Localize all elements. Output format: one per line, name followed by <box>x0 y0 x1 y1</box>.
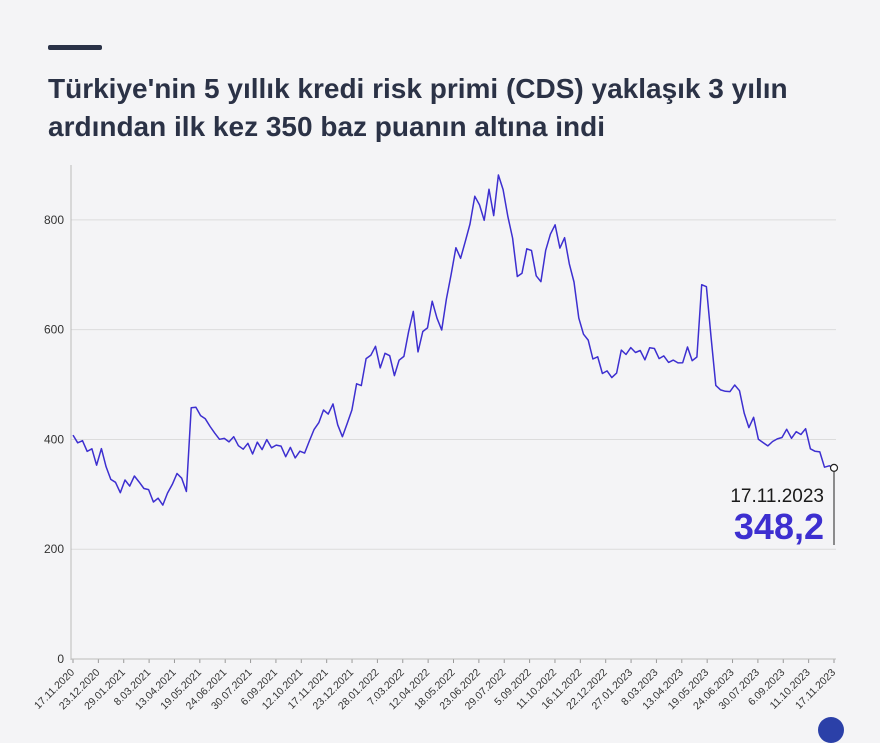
y-tick-label: 200 <box>44 542 64 556</box>
accent-bar <box>48 45 102 50</box>
annotation-date: 17.11.2023 <box>730 486 824 507</box>
annotation-value: 348,2 <box>734 506 824 547</box>
y-tick-label: 0 <box>57 652 64 666</box>
x-axis-ticks: 17.11.202023.12.202029.01.20218.03.20211… <box>32 659 838 712</box>
series-line <box>72 174 835 506</box>
brand-logo <box>818 717 844 743</box>
y-tick-label: 600 <box>44 323 64 337</box>
cds-line-chart: 0 200 400 600 800 17.11.202023.12.202029.01.… <box>32 165 839 712</box>
grid-lines <box>71 219 836 660</box>
title-line-1: Türkiye'nin 5 yıllık kredi risk primi (C… <box>48 73 788 104</box>
y-axis-ticks: 0 200 400 600 800 <box>44 213 64 666</box>
y-tick-label: 800 <box>44 213 64 227</box>
last-point-marker <box>829 463 839 472</box>
chart-title: Türkiye'nin 5 yıllık kredi risk primi (C… <box>48 70 848 146</box>
title-line-2: ardından ilk kez 350 baz puanın altına i… <box>48 111 606 142</box>
y-tick-label: 400 <box>44 432 64 446</box>
